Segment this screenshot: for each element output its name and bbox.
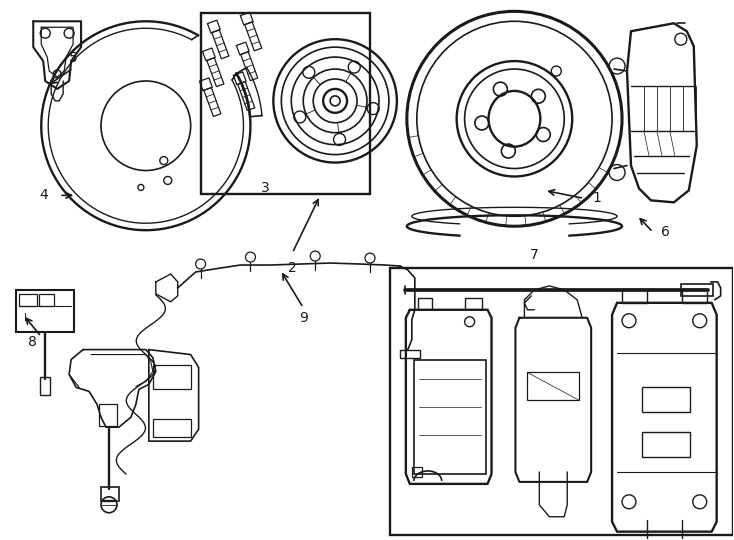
Bar — [153, 364, 191, 389]
Text: 4: 4 — [39, 188, 48, 202]
Bar — [681, 284, 713, 296]
Bar — [642, 387, 690, 412]
Text: 3: 3 — [261, 181, 270, 195]
Bar — [528, 373, 579, 400]
Bar — [622, 289, 647, 303]
Bar — [16, 290, 74, 332]
Bar — [642, 432, 690, 457]
Bar — [414, 360, 486, 474]
Text: 6: 6 — [661, 225, 670, 239]
Bar — [40, 377, 50, 395]
Bar — [153, 419, 191, 437]
Text: 2: 2 — [288, 261, 297, 275]
Bar — [101, 487, 119, 501]
Circle shape — [330, 96, 340, 106]
Bar — [390, 268, 733, 535]
Bar — [682, 289, 707, 303]
Text: L: L — [23, 313, 29, 323]
Bar — [99, 404, 117, 426]
Text: 8: 8 — [28, 335, 37, 349]
Bar — [39, 294, 54, 306]
Bar — [19, 294, 37, 306]
Text: 5: 5 — [69, 51, 78, 65]
Text: 9: 9 — [299, 310, 308, 325]
Bar — [412, 467, 422, 477]
Text: 1: 1 — [592, 191, 602, 205]
Text: 7: 7 — [530, 248, 539, 262]
Bar — [200, 14, 370, 194]
